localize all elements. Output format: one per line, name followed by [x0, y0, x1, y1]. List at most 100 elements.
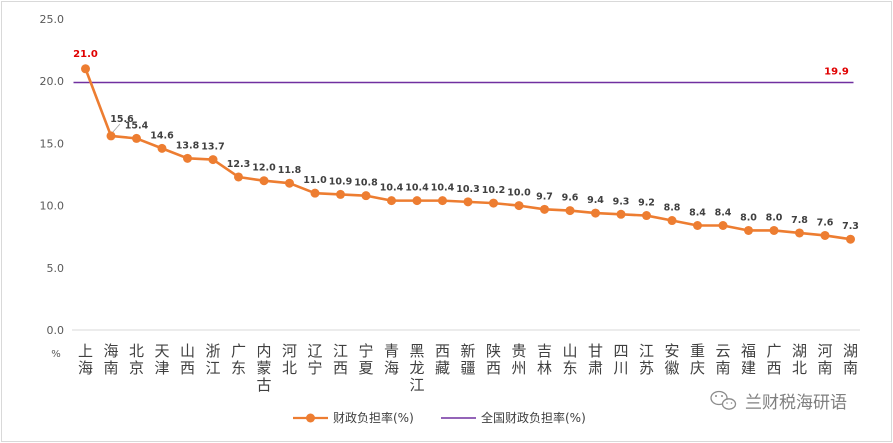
legend-label-national: 全国财政负担率(%)	[481, 410, 586, 425]
category-label: 辽宁	[307, 342, 322, 377]
category-label: 山东	[562, 342, 577, 377]
category-label: 天津	[154, 342, 169, 377]
data-point	[795, 228, 804, 238]
category-label: 云南	[715, 342, 730, 377]
category-label: 重庆	[690, 342, 705, 377]
data-label: 9.6	[562, 193, 579, 204]
data-point	[183, 153, 192, 163]
data-point	[310, 188, 320, 198]
data-point	[157, 143, 167, 153]
data-point	[412, 196, 422, 206]
data-point	[591, 208, 600, 218]
national-average-label: 19.9	[824, 66, 849, 77]
data-label: 10.3	[456, 184, 479, 195]
category-label: 广西	[766, 342, 781, 377]
category-label: 甘肃	[588, 342, 603, 377]
province-series-line	[84, 68, 851, 241]
label-leader-line	[112, 123, 121, 133]
data-point	[81, 64, 90, 74]
y-tick-label: 25.0	[40, 13, 65, 26]
data-point	[361, 191, 371, 201]
data-point	[336, 189, 345, 199]
data-label: 10.2	[482, 185, 505, 196]
data-point	[565, 206, 575, 216]
category-label: 西藏	[435, 342, 450, 377]
category-label: 吉林	[537, 342, 552, 377]
category-label: 福建	[741, 342, 756, 377]
data-label: 9.7	[536, 191, 553, 202]
category-label: 北京	[129, 342, 144, 377]
data-point	[132, 133, 141, 143]
data-point	[642, 211, 651, 221]
data-point	[616, 209, 626, 219]
data-label: 10.9	[329, 176, 352, 187]
category-label: 青海	[384, 342, 399, 377]
category-label: 湖北	[792, 342, 807, 377]
data-label: 9.3	[613, 196, 630, 207]
category-label: 河北	[282, 342, 297, 377]
data-label: 15.6	[110, 114, 134, 125]
data-label: 12.0	[252, 163, 276, 174]
category-label: 河南	[817, 342, 832, 377]
y-tick-label: 10.0	[40, 200, 65, 213]
y-tick-label: 5.0	[47, 262, 65, 275]
category-label: 海南	[103, 342, 118, 377]
category-label: 浙江	[205, 342, 220, 377]
data-label: 14.6	[150, 130, 174, 141]
watermark: 兰财税海研语	[710, 390, 847, 413]
y-tick-label: 15.0	[40, 137, 65, 150]
category-label: 上海	[78, 342, 93, 377]
data-label: 10.0	[507, 188, 531, 199]
y-tick-label: 20.0	[40, 75, 65, 88]
data-point	[259, 176, 269, 186]
data-label: 7.8	[791, 215, 808, 226]
data-label: 8.0	[740, 212, 757, 223]
data-label: 11.8	[278, 165, 302, 176]
data-label: 10.4	[405, 183, 429, 194]
category-label: 山西	[180, 342, 195, 377]
data-label: 13.8	[176, 140, 200, 151]
watermark-text: 兰财税海研语	[745, 393, 847, 413]
data-point	[667, 216, 677, 226]
data-point	[846, 234, 855, 244]
data-point	[387, 196, 396, 206]
data-point	[820, 230, 830, 240]
category-label: 内蒙古	[256, 342, 271, 394]
data-point	[744, 225, 753, 235]
category-label: 四川	[613, 342, 628, 377]
data-label: 10.4	[431, 183, 455, 194]
wechat-icon	[710, 390, 737, 410]
data-label: 11.0	[303, 175, 327, 186]
category-label: 陕西	[486, 342, 501, 377]
y-unit-label: %	[51, 349, 61, 360]
data-label: 21.0	[73, 49, 98, 60]
data-label: 7.6	[817, 217, 834, 228]
data-label: 8.4	[715, 208, 732, 219]
data-point	[438, 196, 447, 206]
category-label: 湖南	[843, 342, 858, 377]
data-label: 10.8	[354, 178, 378, 189]
data-label: 13.7	[201, 142, 224, 153]
data-point	[106, 131, 116, 141]
data-point	[769, 225, 779, 235]
national-line-group: 19.9	[73, 66, 854, 84]
data-point	[208, 155, 218, 165]
data-label: 7.3	[842, 221, 859, 232]
data-point	[463, 197, 473, 207]
data-label: 12.3	[227, 159, 250, 170]
category-label: 宁夏	[358, 342, 373, 377]
category-label: 江西	[333, 342, 348, 377]
data-label: 8.4	[689, 208, 706, 219]
data-point	[514, 201, 524, 211]
y-tick-label: 0.0	[47, 324, 65, 337]
data-point	[693, 221, 702, 231]
data-label: 9.2	[638, 198, 655, 209]
legend: 财政负担率(%) 全国财政负担率(%)	[293, 410, 586, 425]
data-point	[718, 221, 728, 231]
data-point	[540, 204, 549, 214]
category-label: 新疆	[460, 342, 475, 377]
data-label: 8.0	[766, 212, 783, 223]
data-point	[234, 172, 243, 182]
